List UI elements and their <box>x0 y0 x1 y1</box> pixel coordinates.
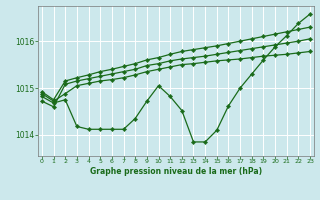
X-axis label: Graphe pression niveau de la mer (hPa): Graphe pression niveau de la mer (hPa) <box>90 167 262 176</box>
